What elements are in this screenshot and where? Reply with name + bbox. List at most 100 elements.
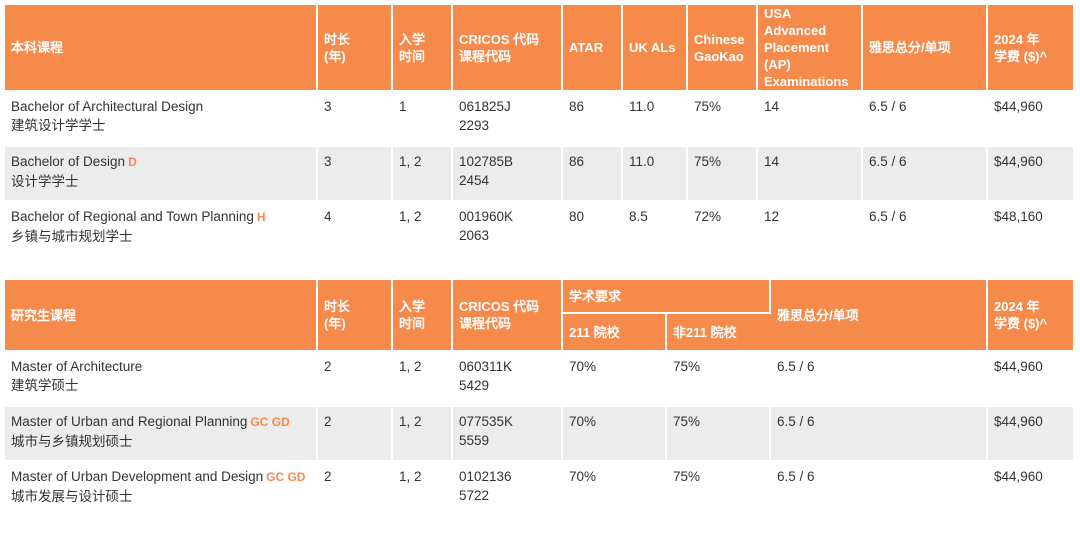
ukals-cell: 11.0 (622, 146, 688, 202)
intake-cell: 1, 2 (392, 201, 453, 257)
course-name-zh: 乡镇与城市规划学士 (11, 229, 133, 244)
course-name-zh: 设计学学士 (11, 174, 79, 189)
course-name-zh: 建筑学硕士 (11, 378, 79, 393)
ap-cell: 14 (757, 91, 863, 147)
header-ielts: 雅思总分/单项 (862, 5, 988, 92)
ukals-cell: 11.0 (622, 91, 688, 147)
postgrad-table: 研究生课程 时长 (年) 入学 时间 CRICOS 代码 课程代码 学术要求 雅思总分… (5, 280, 1074, 517)
postgrad-subheader-row: 211 院校 非211 院校 (5, 313, 1073, 352)
course-name-cell: Bachelor of Regional and Town Planning H 乡… (5, 201, 318, 257)
intake-cell: 1, 2 (392, 406, 453, 462)
ap-cell: 14 (757, 146, 863, 202)
header-cricos: CRICOS 代码 课程代码 (452, 5, 563, 92)
course-name-en: Bachelor of Regional and Town Planning (11, 209, 254, 224)
u211-cell: 70% (562, 406, 667, 462)
undergrad-header-row: 本科课程 时长 (年) 入学 时间 CRICOS 代码 课程代码 ATAR UK AL… (5, 5, 1073, 92)
table-row: Bachelor of Regional and Town Planning H 乡… (5, 201, 1073, 257)
header-intake: 入学 时间 (392, 5, 453, 92)
duration-cell: 2 (317, 461, 393, 517)
course-name-en: Master of Urban Development and Design (11, 469, 264, 484)
course-name-en: Master of Urban and Regional Planning (11, 414, 248, 429)
course-tag: GC GD (266, 470, 306, 484)
ielts-cell: 6.5 / 6 (770, 461, 989, 517)
duration-cell: 2 (317, 406, 393, 462)
postgrad-header-row: 研究生课程 时长 (年) 入学 时间 CRICOS 代码 课程代码 学术要求 雅思总分… (5, 280, 1074, 352)
non211-cell: 75% (666, 351, 772, 407)
atar-cell: 80 (562, 201, 623, 257)
ielts-cell: 6.5 / 6 (862, 201, 988, 257)
duration-cell: 4 (317, 201, 393, 257)
fee-cell: $44,960 (987, 146, 1073, 202)
header-ukals: UK ALs (622, 5, 688, 92)
course-name-zh: 城市发展与设计硕士 (11, 489, 133, 504)
course-name-en: Master of Architecture (11, 359, 143, 374)
u211-cell: 70% (562, 461, 667, 517)
gaokao-cell: 72% (687, 201, 758, 257)
fee-cell: $44,960 (987, 461, 1074, 517)
table-row: Master of Architecture 建筑学硕士 2 1, 2 06031… (5, 351, 1074, 407)
course-name-en: Bachelor of Architectural Design (11, 99, 204, 114)
fee-cell: $48,160 (987, 201, 1073, 257)
non211-cell: 75% (666, 406, 772, 462)
cricos-cell: 001960K 2063 (452, 201, 563, 257)
intake-cell: 1, 2 (392, 146, 453, 202)
ap-cell: 12 (757, 201, 863, 257)
course-tag: H (256, 210, 266, 224)
table-row: Bachelor of Architectural Design 建筑设计学学士 … (5, 91, 1073, 147)
table-row: Bachelor of Design D 设计学学士 3 1, 2 102785B 2… (5, 146, 1073, 202)
course-name-cell: Master of Architecture 建筑学硕士 (5, 351, 318, 407)
atar-cell: 86 (562, 91, 623, 147)
fee-cell: $44,960 (987, 406, 1074, 462)
intake-cell: 1, 2 (392, 351, 453, 407)
gaokao-cell: 75% (687, 146, 758, 202)
header-duration: 时长 (年) (317, 5, 393, 92)
duration-cell: 3 (317, 91, 393, 147)
ukals-cell: 8.5 (622, 201, 688, 257)
u211-cell: 70% (562, 351, 667, 407)
table-row: Master of Urban and Regional Planning GC … (5, 406, 1074, 462)
ielts-cell: 6.5 / 6 (862, 146, 988, 202)
course-tag: GC GD (250, 415, 290, 429)
course-name-cell: Master of Urban Development and Design GC… (5, 461, 318, 517)
cricos-cell: 102785B 2454 (452, 146, 563, 202)
duration-cell: 2 (317, 351, 393, 407)
course-name-en: Bachelor of Design (11, 154, 126, 169)
header-academic: 学术要求 (562, 280, 772, 314)
header-atar: ATAR (562, 5, 623, 92)
undergrad-table: 本科课程 时长 (年) 入学 时间 CRICOS 代码 课程代码 ATAR UK AL… (5, 5, 1073, 257)
ielts-cell: 6.5 / 6 (862, 91, 988, 147)
cricos-cell: 077535K 5559 (452, 406, 563, 462)
header-cricos: CRICOS 代码 课程代码 (452, 280, 563, 352)
gaokao-cell: 75% (687, 91, 758, 147)
atar-cell: 86 (562, 146, 623, 202)
header-ielts: 雅思总分/单项 (770, 280, 989, 352)
header-duration: 时长 (年) (317, 280, 393, 352)
ielts-cell: 6.5 / 6 (770, 351, 989, 407)
cricos-cell: 061825J 2293 (452, 91, 563, 147)
header-ap: USA Advanced Placement (AP) Examinations (757, 5, 863, 92)
header-fee: 2024 年学费 ($)^ (987, 280, 1074, 352)
fee-cell: $44,960 (987, 351, 1074, 407)
intake-cell: 1, 2 (392, 461, 453, 517)
cricos-cell: 0102136 5722 (452, 461, 563, 517)
course-tag: D (128, 155, 137, 169)
course-name-cell: Bachelor of Design D 设计学学士 (5, 146, 318, 202)
fee-cell: $44,960 (987, 91, 1073, 147)
header-211: 211 院校 (562, 313, 667, 352)
header-course: 研究生课程 (5, 280, 318, 352)
table-row: Master of Urban Development and Design GC… (5, 461, 1074, 517)
course-name-cell: Bachelor of Architectural Design 建筑设计学学士 (5, 91, 318, 147)
intake-cell: 1 (392, 91, 453, 147)
header-fee: 2024 年学费 ($)^ (987, 5, 1073, 92)
header-intake: 入学 时间 (392, 280, 453, 352)
course-name-zh: 城市与乡镇规划硕士 (11, 434, 133, 449)
header-course: 本科课程 (5, 5, 318, 92)
course-name-cell: Master of Urban and Regional Planning GC … (5, 406, 318, 462)
non211-cell: 75% (666, 461, 772, 517)
header-non211: 非211 院校 (666, 313, 771, 352)
cricos-cell: 060311K 5429 (452, 351, 563, 407)
ielts-cell: 6.5 / 6 (770, 406, 989, 462)
header-gaokao: Chinese GaoKao (687, 5, 758, 92)
course-name-zh: 建筑设计学学士 (11, 118, 106, 133)
duration-cell: 3 (317, 146, 393, 202)
